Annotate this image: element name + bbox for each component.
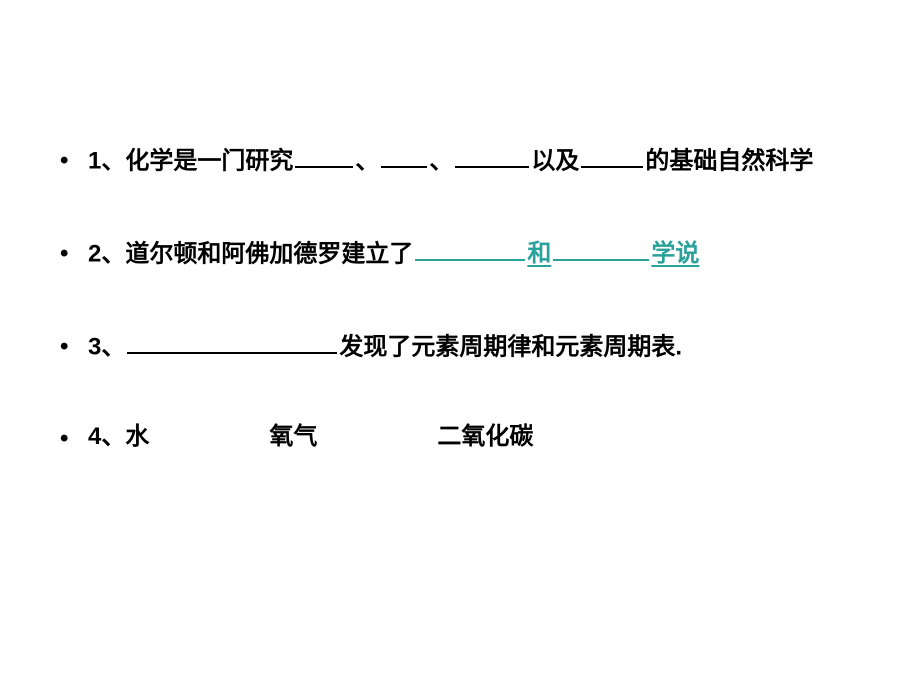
bullet-icon: • [60, 328, 88, 366]
item-4-content: 4、水 氧气 二氧化碳 [88, 418, 860, 456]
blank-2a [415, 233, 525, 261]
bullet-icon: • [60, 235, 88, 273]
item-1-sep2: 、 [429, 147, 453, 174]
item-1-content: 1、化学是一门研究 、 、 以及 的基础自然科学 [88, 140, 860, 181]
list-item-2: • 2、道尔顿和阿佛加德罗建立了 和 学说 [60, 233, 860, 274]
blank-1d [581, 140, 643, 168]
item-4-w2: 氧气 [269, 423, 317, 450]
item-2-text-a: 道尔顿和阿佛加德罗建立了 [125, 240, 413, 267]
blank-2b [553, 233, 649, 261]
blank-1b [381, 140, 427, 168]
item-4-number: 4、 [88, 423, 125, 450]
item-2-teal: 和 学说 [413, 240, 699, 267]
list-item-3: • 3、 发现了元素周期律和元素周期表. [60, 326, 860, 367]
item-3-content: 3、 发现了元素周期律和元素周期表. [88, 326, 860, 367]
item-3-text-a: 发现了元素周期律和元素周期表. [339, 333, 682, 360]
item-1-sep1: 、 [355, 147, 379, 174]
blank-1c [455, 140, 529, 168]
bullet-icon: • [60, 142, 88, 180]
list-item-4: • 4、水 氧气 二氧化碳 [60, 418, 860, 458]
item-2-teal-mid: 和 [527, 240, 551, 267]
list-item-1: • 1、化学是一门研究 、 、 以及 的基础自然科学 [60, 140, 860, 181]
item-1-text-a: 化学是一门研究 [125, 147, 293, 174]
blank-3a [127, 326, 337, 354]
item-2-teal-tail: 学说 [651, 240, 699, 267]
item-1-number: 1、 [88, 147, 125, 174]
item-2-content: 2、道尔顿和阿佛加德罗建立了 和 学说 [88, 233, 860, 274]
item-4-w3: 二氧化碳 [437, 423, 533, 450]
item-1-text-b: 以及 [531, 147, 579, 174]
item-4-w1: 水 [125, 423, 149, 450]
blank-1a [295, 140, 353, 168]
item-3-number: 3、 [88, 333, 125, 360]
item-1-text-c: 的基础自然科学 [645, 147, 813, 174]
item-2-number: 2、 [88, 240, 125, 267]
bullet-icon: • [60, 420, 88, 458]
slide: • 1、化学是一门研究、、以及的基础自然科学 • 2、道尔顿和阿佛加德罗建立了和… [0, 0, 920, 690]
